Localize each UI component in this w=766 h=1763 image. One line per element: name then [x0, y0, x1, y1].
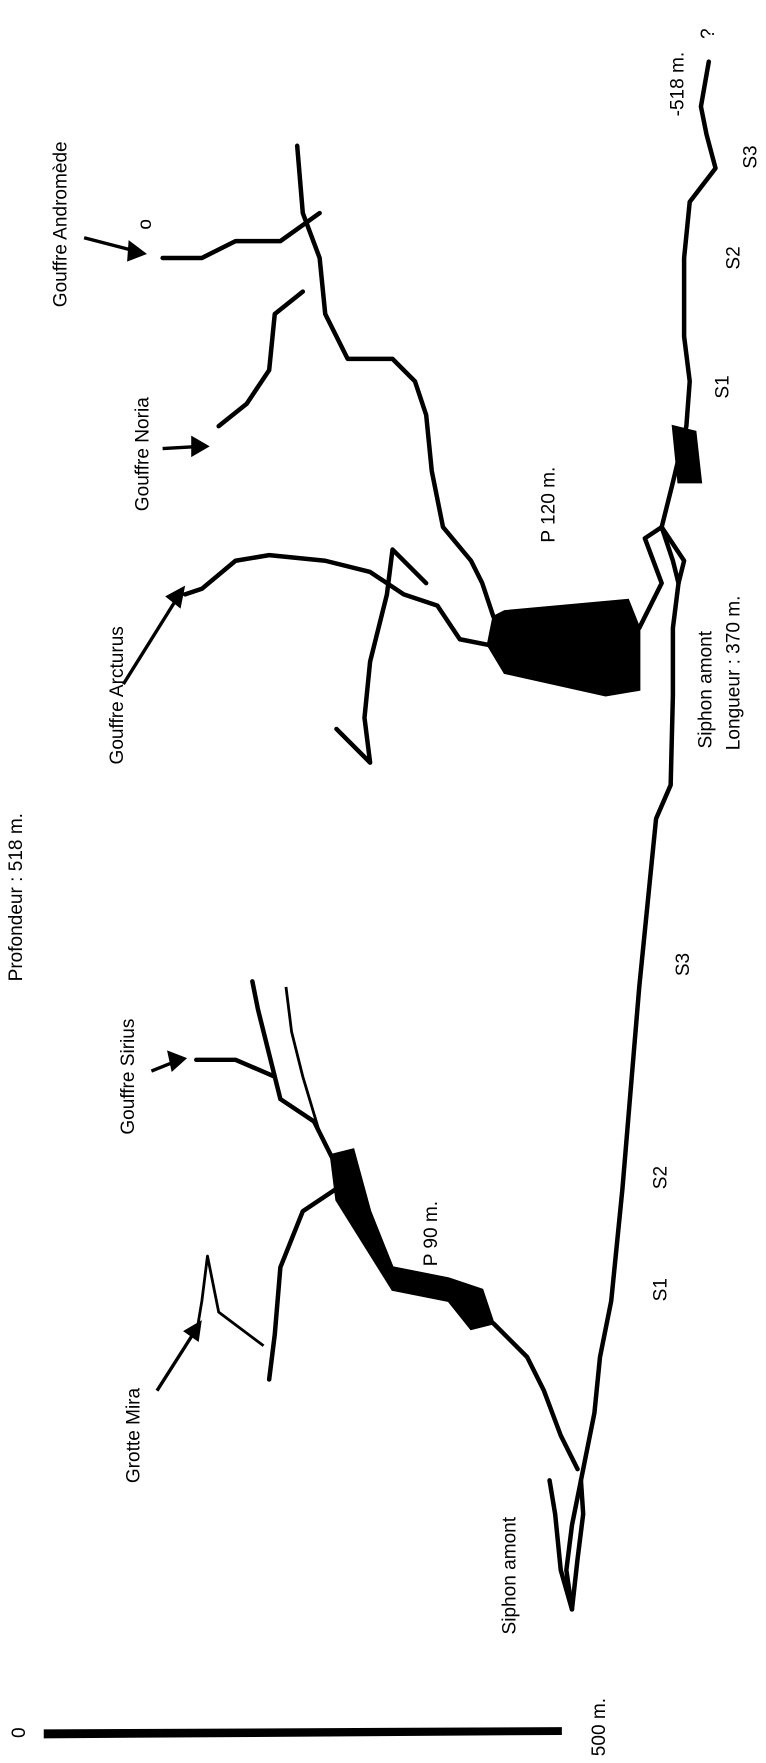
entrance-label: Gouffre Andromède — [51, 141, 72, 307]
sirius-entrance — [196, 1060, 275, 1077]
shaft-label: P 90 m. — [421, 1201, 442, 1266]
bottom-unknown: ? — [698, 28, 719, 39]
bottom-depth: -518 m. — [668, 52, 689, 117]
andromede-branch — [163, 213, 320, 258]
sump-label: S1 — [712, 375, 733, 398]
noria-branch — [219, 292, 303, 427]
scale-bar — [45, 1728, 561, 1737]
scale-end: 500 m. — [589, 1698, 610, 1756]
page: Profondeur : 518 m. Gouffre Andromède Go… — [0, 0, 766, 1763]
siphon-label: Siphon amont — [499, 1516, 520, 1634]
entrance-label: Gouffre Noria — [133, 397, 154, 511]
mira-branch-2 — [196, 1256, 263, 1346]
siphon-length: Longueur : 370 m. — [724, 596, 745, 751]
sump-east-blob — [673, 426, 701, 482]
sump-label: S2 — [651, 1166, 672, 1189]
gallery-p90 — [336, 1166, 577, 1469]
title: Profondeur : 518 m. — [6, 813, 27, 981]
siphon-label: Siphon amont — [696, 630, 717, 748]
sump-label: S3 — [673, 953, 694, 976]
drawing: Profondeur : 518 m. Gouffre Andromède Go… — [6, 28, 762, 1756]
sump-label: S1 — [651, 1278, 672, 1301]
main-gallery — [550, 62, 716, 1610]
sirius-branch-2 — [286, 987, 320, 1133]
scale-start: 0 — [9, 1727, 30, 1738]
entrance-label: Gouffre Sirius — [118, 1019, 139, 1135]
sump-label: S3 — [740, 145, 761, 168]
entrance-label: Gouffre Arcturus — [107, 626, 128, 764]
shaft-label: P 120 m. — [539, 467, 560, 543]
north-climb — [297, 146, 493, 617]
entrance-label: Grotte Mira — [124, 1387, 145, 1483]
arcturus-branch — [185, 555, 488, 645]
entrance-mark: o — [135, 219, 156, 230]
cave-profile: Profondeur : 518 m. Gouffre Andromède Go… — [0, 0, 766, 1763]
shaft-p120 — [488, 600, 639, 695]
mira-branch — [269, 1189, 336, 1380]
sump-label: S2 — [724, 246, 745, 269]
shaft-p90 — [331, 1150, 494, 1329]
